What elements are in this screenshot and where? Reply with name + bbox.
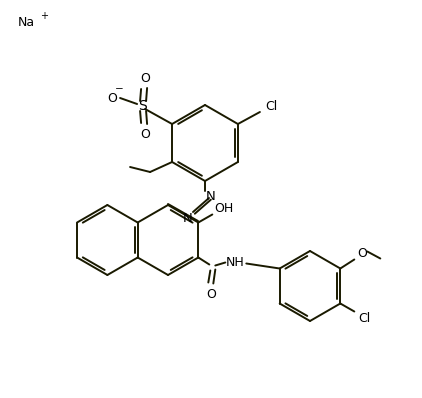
Text: N: N [183, 211, 193, 224]
Text: O: O [206, 288, 216, 301]
Text: −: − [115, 84, 124, 94]
Text: NH: NH [226, 256, 245, 269]
Text: +: + [40, 11, 48, 21]
Text: Cl: Cl [358, 312, 371, 325]
Text: OH: OH [215, 202, 234, 215]
Text: Na: Na [18, 16, 35, 29]
Text: O: O [140, 72, 150, 84]
Text: S: S [138, 99, 146, 113]
Text: O: O [107, 92, 117, 105]
Text: O: O [357, 247, 367, 260]
Text: N: N [206, 189, 216, 203]
Text: O: O [140, 127, 150, 140]
Text: Cl: Cl [265, 101, 277, 113]
